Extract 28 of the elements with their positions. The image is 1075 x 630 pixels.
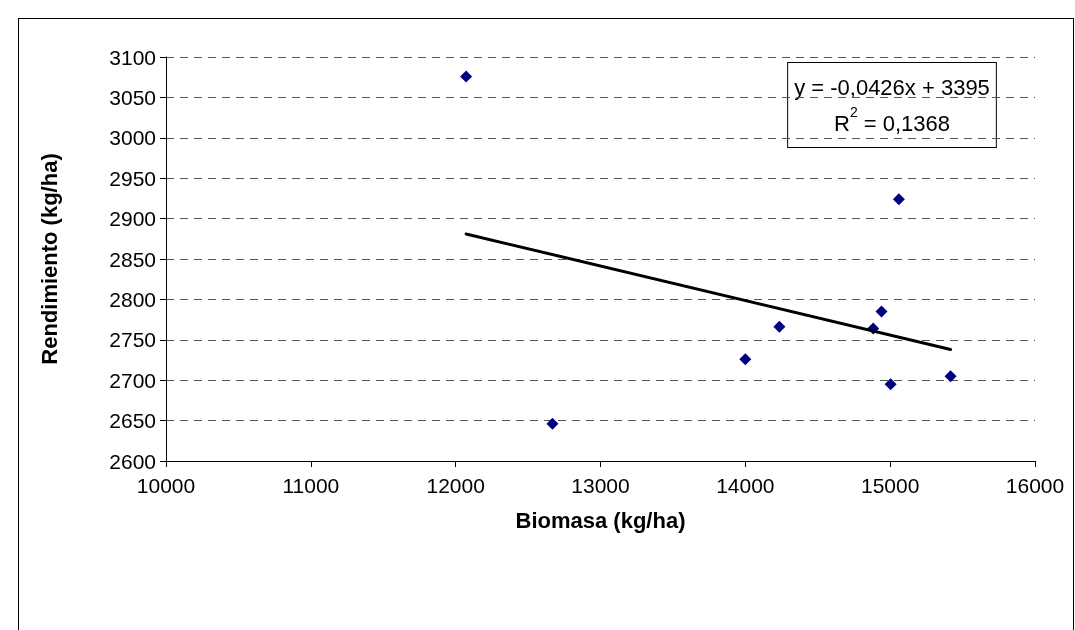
x-tick-label: 13000 — [571, 474, 630, 497]
point — [460, 70, 473, 83]
y-tick-label: 2800 — [109, 287, 156, 311]
y-tick-label: 3100 — [109, 45, 156, 69]
y-tick-label: 2650 — [109, 409, 156, 433]
x-tick-label: 16000 — [1005, 474, 1065, 497]
y-tick-label: 2950 — [109, 166, 156, 190]
y-tick-label: 2900 — [109, 207, 156, 231]
x-axis-title: Biomasa (kg/ha) — [515, 507, 686, 533]
y-tick-label: 3050 — [109, 85, 156, 109]
y-tick-label: 2600 — [109, 449, 156, 473]
y-tick-label: 2750 — [109, 328, 156, 352]
y-tick-label: 3000 — [109, 126, 156, 150]
x-tick-label: 10000 — [136, 474, 196, 497]
x-tick-label: 14000 — [716, 474, 775, 497]
x-tick-label: 12000 — [426, 474, 485, 497]
y-tick-label: 2850 — [109, 247, 156, 271]
point — [892, 193, 905, 206]
point — [546, 417, 559, 430]
point — [884, 378, 897, 391]
y-tick-label: 2700 — [109, 368, 156, 392]
point — [739, 353, 752, 366]
point — [773, 320, 786, 333]
point — [944, 370, 957, 383]
point — [875, 305, 888, 318]
x-tick-label: 11000 — [282, 474, 340, 497]
y-axis-title: Rendimiento (kg/ha) — [36, 153, 62, 365]
x-tick-label: 15000 — [860, 474, 920, 497]
